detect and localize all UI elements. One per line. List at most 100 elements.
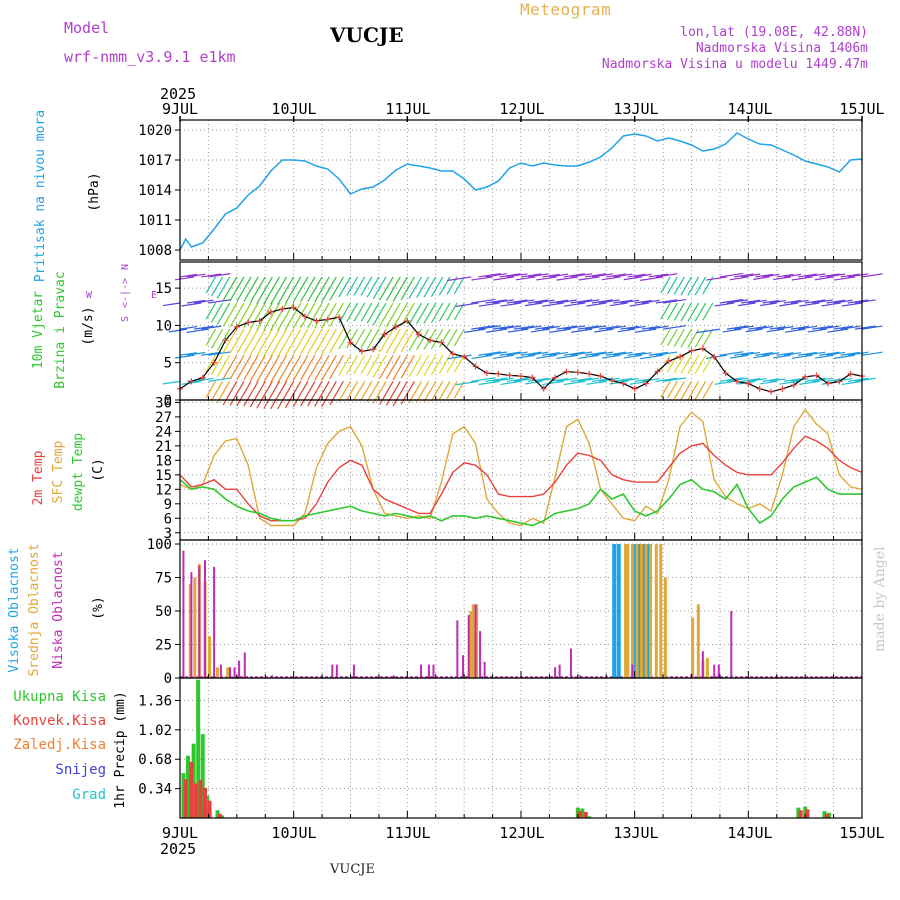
low-cloud-bar	[483, 661, 486, 678]
low-cloud-bar	[213, 566, 216, 678]
pressure-ytick-label: 1008	[138, 243, 172, 259]
wind-barb	[300, 302, 316, 329]
conv-precip-bar	[183, 779, 188, 818]
wind-barb	[300, 328, 316, 355]
wind-speed-point	[302, 313, 309, 320]
conv-precip-bar	[824, 813, 829, 818]
wind-barb	[655, 351, 678, 356]
wind-barb	[408, 354, 423, 378]
wind-barb	[455, 380, 479, 386]
wind-barb	[755, 325, 774, 330]
wind-barb	[528, 299, 549, 304]
wind-speed-point	[324, 316, 331, 323]
lonlat-label: lon,lat (19.08E, 42.88N)	[680, 25, 868, 40]
wind-barb	[400, 276, 415, 301]
low-cloud-bar	[432, 664, 435, 678]
wind-barb	[430, 328, 444, 350]
wind-barb	[799, 302, 820, 307]
wind-barb	[353, 276, 366, 296]
wind-speed-point	[211, 359, 218, 366]
wind-barb	[694, 354, 707, 374]
wind-barb	[205, 381, 217, 398]
wind-barb	[284, 381, 302, 409]
wind-barb	[216, 302, 231, 325]
wind-speed-point	[597, 373, 604, 380]
cloud-ylabel-low: Niska Oblacnost	[51, 551, 66, 668]
wind-barb	[737, 380, 756, 385]
total-precip-bar	[803, 806, 808, 818]
wind-barb	[753, 276, 770, 280]
wind-barb	[222, 354, 238, 379]
wind-speed-point	[529, 374, 536, 381]
wind-barb	[236, 381, 252, 407]
wind-barb	[179, 273, 198, 278]
wind-barb	[854, 299, 876, 304]
wind-barb	[719, 351, 744, 356]
bottom-day-label-4: 13JUL	[613, 824, 658, 842]
wind-barb	[563, 380, 586, 386]
wind-barb	[741, 273, 761, 278]
wind-barb	[446, 381, 458, 400]
wind-speed-point	[733, 378, 740, 385]
wind-barb	[578, 354, 600, 359]
wind-barb	[861, 273, 883, 278]
wind-speed-point	[290, 304, 297, 311]
temp-ytick-label: 18	[155, 453, 172, 469]
wind-barb	[634, 352, 652, 356]
wind-barb	[210, 354, 224, 375]
wind-barb	[229, 328, 245, 354]
low-cloud-bar	[554, 667, 557, 678]
wind-barb	[300, 354, 316, 381]
wind-barb	[485, 351, 507, 356]
temp-ytick-label: 27	[155, 410, 172, 426]
wind-speed-point	[461, 353, 468, 360]
top-year-label: 2025	[160, 85, 196, 103]
wind-barb	[755, 273, 774, 278]
wind-barb	[284, 328, 302, 356]
conv-precip-bar	[798, 810, 803, 818]
wind-barb	[620, 325, 640, 330]
wind-ytick-label: 5	[164, 356, 172, 372]
wind-barb	[423, 381, 437, 402]
wind-ytick-label: 15	[155, 281, 172, 297]
high-cloud-bar	[637, 544, 642, 678]
bottom-day-label-3: 12JUL	[499, 824, 544, 842]
wind-barb	[784, 328, 806, 333]
wind-barb	[840, 273, 861, 278]
wind-barb	[542, 352, 560, 356]
high-cloud-bar	[641, 544, 646, 678]
wind-barb	[236, 354, 252, 381]
top-day-label-6: 15JUL	[839, 100, 884, 118]
high-cloud-bar	[646, 544, 651, 678]
temp-ylabel-dewpt: dewpt Temp	[71, 433, 86, 511]
wind-speed-point	[552, 374, 559, 381]
wind-barb	[307, 302, 323, 329]
wind-barb	[346, 276, 359, 297]
wind-speed-point	[222, 337, 229, 344]
wind-barb	[722, 328, 742, 333]
wind-barb	[535, 325, 555, 330]
wind-barb	[500, 380, 522, 386]
wind-barb	[385, 354, 401, 380]
wind-speed-point	[813, 372, 820, 379]
wind-barb	[812, 325, 833, 330]
wind-barb	[680, 276, 693, 296]
wind-barb	[307, 328, 323, 355]
bottom-day-label-2: 11JUL	[385, 824, 430, 842]
wind-barb	[307, 276, 323, 303]
total-precip-bar	[205, 795, 210, 818]
wind-barb	[714, 380, 735, 385]
wind-barb	[181, 302, 202, 307]
wind-barb	[627, 351, 646, 356]
pressure-ytick-label: 1017	[138, 153, 172, 169]
wind-speed-point	[358, 348, 365, 355]
wind-barb	[613, 273, 633, 278]
wind-barb	[478, 351, 502, 356]
wind-barb	[423, 354, 437, 376]
wind-speed-point	[711, 353, 718, 360]
wind-barb	[741, 299, 761, 304]
wind-barb	[208, 377, 231, 382]
top-day-label-1: 10JUL	[271, 100, 316, 118]
wind-barb	[492, 299, 514, 304]
wind-barb	[620, 299, 640, 304]
